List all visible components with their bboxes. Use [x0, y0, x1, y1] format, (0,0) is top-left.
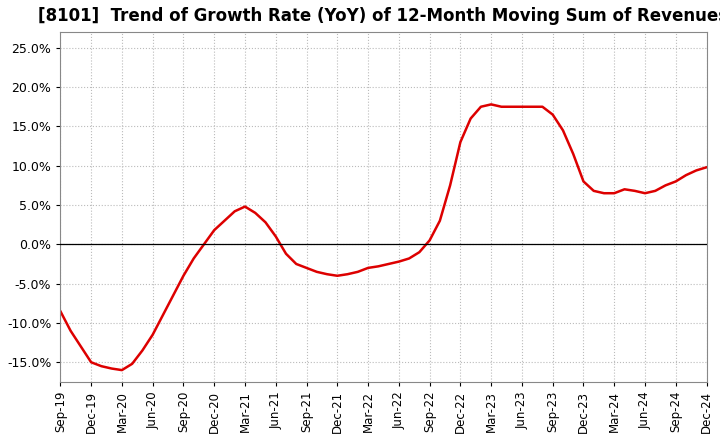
Title: [8101]  Trend of Growth Rate (YoY) of 12-Month Moving Sum of Revenues: [8101] Trend of Growth Rate (YoY) of 12-… — [38, 7, 720, 25]
